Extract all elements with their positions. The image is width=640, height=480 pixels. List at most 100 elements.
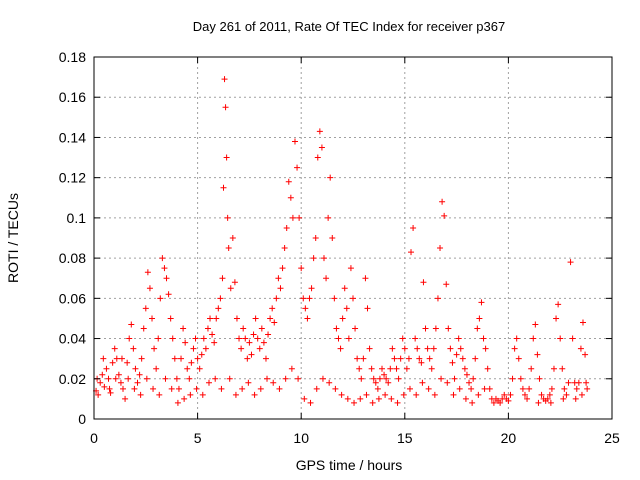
data-point: [548, 385, 555, 392]
data-point: [289, 214, 296, 221]
data-point: [113, 355, 120, 362]
y-tick-label: 0.08: [59, 250, 86, 266]
data-point: [354, 355, 361, 362]
data-point: [137, 391, 144, 398]
data-point: [254, 335, 261, 342]
data-point: [370, 375, 377, 382]
data-point: [291, 138, 298, 145]
data-point: [320, 255, 327, 262]
data-point: [245, 379, 252, 386]
data-point: [136, 371, 143, 378]
data-point: [469, 399, 476, 406]
data-point: [462, 395, 469, 402]
data-point: [190, 345, 197, 352]
data-point: [428, 365, 435, 372]
data-point: [212, 375, 219, 382]
data-point: [368, 365, 375, 372]
data-point: [451, 375, 458, 382]
data-point: [287, 194, 294, 201]
data-point: [382, 391, 389, 398]
data-point: [536, 375, 543, 382]
data-point: [142, 305, 149, 312]
data-point: [331, 295, 338, 302]
data-point: [468, 385, 475, 392]
data-point: [418, 359, 425, 366]
data-point: [281, 245, 288, 252]
data-point: [211, 339, 218, 346]
data-point: [459, 355, 466, 362]
data-point: [101, 383, 108, 390]
data-point: [450, 391, 457, 398]
data-point: [345, 335, 352, 342]
data-point: [256, 345, 263, 352]
data-point: [584, 385, 591, 392]
data-point: [153, 365, 160, 372]
data-point: [224, 214, 231, 221]
data-point: [294, 164, 301, 171]
data-point: [126, 335, 133, 342]
data-point: [577, 345, 584, 352]
data-point: [312, 235, 319, 241]
data-point: [175, 385, 182, 392]
data-point: [351, 399, 358, 406]
data-point: [118, 355, 125, 362]
data-point: [444, 379, 451, 386]
data-point: [369, 399, 376, 406]
data-point: [156, 391, 163, 398]
data-point: [374, 385, 381, 392]
data-point: [413, 391, 420, 398]
data-point: [335, 335, 342, 342]
data-point: [408, 249, 415, 256]
data-point: [308, 285, 315, 292]
data-point: [432, 325, 439, 332]
data-point: [325, 214, 332, 221]
data-point: [128, 321, 135, 328]
y-tick-label: 0.14: [59, 129, 86, 145]
data-point: [372, 379, 379, 386]
data-point: [221, 76, 228, 83]
data-point: [260, 339, 267, 346]
data-point: [573, 385, 580, 392]
data-point: [521, 391, 528, 398]
data-point: [438, 375, 445, 382]
data-point: [107, 389, 114, 396]
data-point: [168, 385, 175, 392]
data-point: [327, 174, 334, 181]
data-point: [143, 375, 150, 382]
data-point: [140, 325, 147, 332]
data-point: [155, 335, 162, 342]
data-point: [120, 385, 127, 392]
data-point: [546, 391, 553, 398]
data-point: [296, 214, 303, 221]
data-point: [356, 365, 363, 372]
data-point: [326, 379, 333, 386]
chart-title: Day 261 of 2011, Rate Of TEC Index for r…: [193, 19, 505, 34]
data-point: [207, 315, 214, 322]
data-point: [437, 245, 444, 252]
data-point: [507, 391, 514, 398]
data-point: [239, 385, 246, 392]
data-point: [200, 335, 207, 342]
data-point: [388, 395, 395, 402]
data-point: [376, 375, 383, 382]
data-point: [456, 385, 463, 392]
data-point: [385, 379, 392, 386]
data-point: [270, 379, 277, 386]
data-point: [215, 305, 222, 312]
data-point: [264, 375, 271, 382]
y-tick-label: 0.02: [59, 371, 86, 387]
x-tick-label: 5: [194, 430, 202, 446]
data-point: [517, 375, 524, 382]
data-point: [401, 345, 408, 352]
data-point: [171, 355, 178, 362]
data-point: [124, 359, 131, 366]
data-point: [393, 365, 400, 372]
data-point: [122, 395, 129, 402]
data-point: [283, 224, 290, 231]
data-point: [338, 391, 345, 398]
data-point: [150, 385, 157, 392]
data-point: [97, 379, 104, 386]
data-point: [209, 331, 216, 338]
data-point: [575, 379, 582, 386]
data-point: [218, 385, 225, 392]
